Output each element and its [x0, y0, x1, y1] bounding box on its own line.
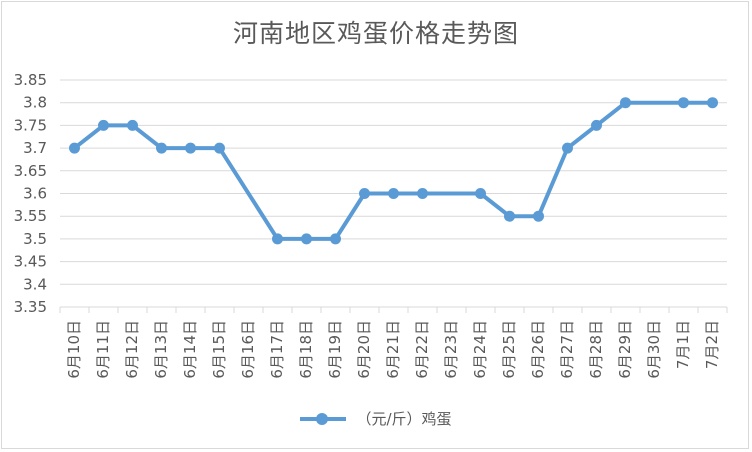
x-tick-label: 6月15日 [210, 320, 228, 379]
x-tick-label: 7月1日 [674, 320, 692, 369]
x-tick-label: 6月23日 [442, 320, 460, 379]
x-tick-label: 6月17日 [268, 320, 286, 379]
y-tick-label: 3.55 [14, 207, 47, 225]
x-tick-label: 6月10日 [65, 320, 83, 379]
x-tick-label: 6月18日 [297, 320, 315, 379]
data-point [562, 142, 573, 154]
y-tick-label: 3.6 [23, 185, 47, 203]
y-tick-label: 3.75 [14, 116, 47, 134]
x-tick-label: 6月13日 [152, 320, 170, 379]
y-tick-label: 3.65 [14, 162, 47, 180]
chart-title: 河南地区鸡蛋价格走势图 [232, 19, 519, 48]
data-point [301, 233, 312, 245]
legend-swatch [300, 412, 347, 426]
data-point [388, 188, 399, 199]
data-point [272, 233, 283, 245]
y-tick-label: 3.45 [14, 253, 47, 271]
x-tick-label: 6月25日 [500, 320, 518, 379]
x-tick-label: 6月26日 [529, 320, 547, 379]
x-tick-label: 6月20日 [355, 320, 373, 379]
x-tick-label: 6月14日 [181, 320, 199, 379]
x-tick-label: 6月19日 [326, 320, 344, 379]
data-point [185, 142, 196, 154]
series-layer [69, 97, 718, 245]
data-point [330, 233, 341, 245]
y-axis-ticks: 3.35 3.4 3.45 3.5 3.55 3.6 3.65 3.7 3.75 3.8 3.85 [14, 71, 47, 316]
y-tick-label: 3.5 [23, 230, 47, 248]
data-point [214, 142, 225, 154]
legend-label: （元/斤）鸡蛋 [356, 410, 452, 428]
x-tick-label: 6月16日 [239, 320, 257, 379]
x-tick-label: 6月24日 [471, 320, 489, 379]
data-point [98, 119, 109, 131]
data-point [69, 142, 80, 154]
y-tick-label: 3.8 [23, 94, 47, 112]
legend: （元/斤）鸡蛋 [0, 408, 752, 429]
x-tick-label: 7月2日 [703, 320, 721, 369]
data-point [417, 188, 428, 199]
y-tick-label: 3.85 [14, 71, 47, 89]
y-tick-label: 3.35 [14, 298, 47, 316]
x-tick-label: 6月27日 [558, 320, 576, 379]
data-point [504, 210, 515, 222]
x-tick-label: 6月12日 [123, 320, 141, 379]
x-tick-label: 6月28日 [587, 320, 605, 379]
data-point [127, 119, 138, 131]
data-point [591, 119, 602, 131]
data-point [533, 210, 544, 222]
x-tick-label: 6月29日 [616, 320, 634, 379]
data-point [475, 188, 486, 199]
x-axis-ticks: 6月10日 6月11日 6月12日 6月13日 6月14日 6月15日 6月16日 6月17日… [59, 307, 728, 379]
data-point [359, 188, 370, 199]
data-point [678, 97, 689, 109]
x-tick-label: 6月30日 [645, 320, 663, 379]
y-tick-label: 3.4 [23, 275, 47, 293]
x-tick-label: 6月22日 [413, 320, 431, 379]
x-tick-label: 6月11日 [94, 320, 112, 379]
data-point [156, 142, 167, 154]
data-point [620, 97, 631, 109]
x-tick-label: 6月21日 [384, 320, 402, 379]
y-tick-label: 3.7 [23, 139, 47, 157]
data-point [707, 97, 718, 109]
